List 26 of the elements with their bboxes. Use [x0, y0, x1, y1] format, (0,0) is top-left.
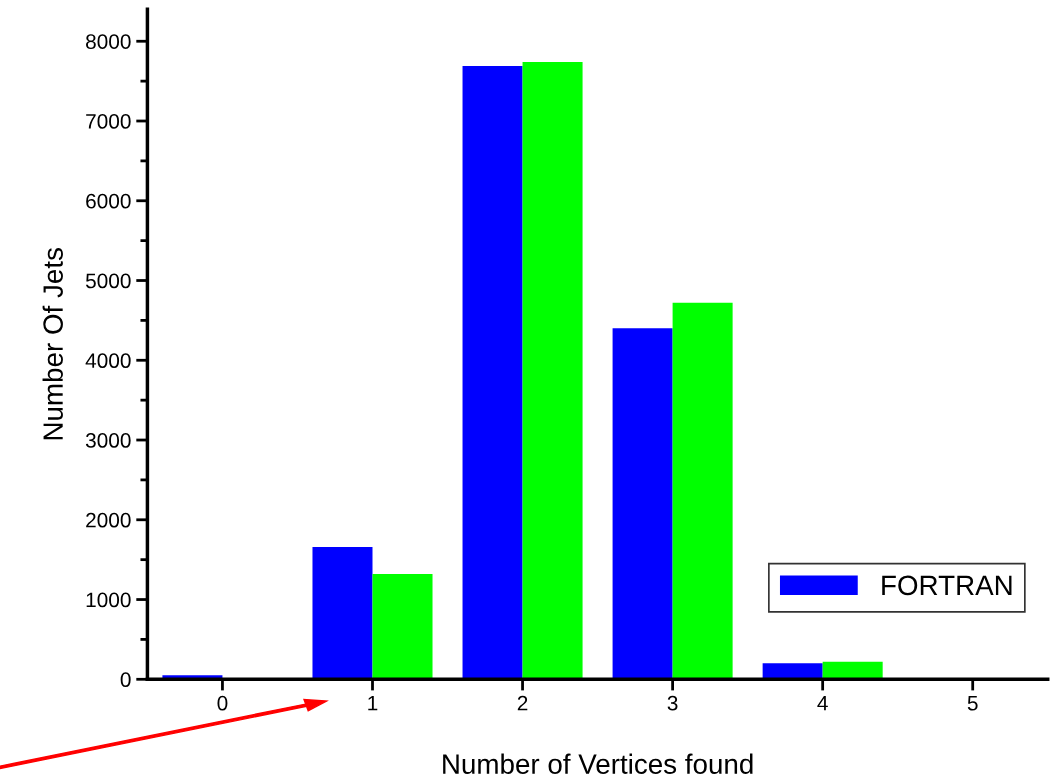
bar — [522, 61, 583, 680]
x-tick-label: 4 — [817, 696, 828, 711]
y-tick-label: 5000 — [85, 273, 131, 289]
x-tick-label: 3 — [667, 695, 678, 711]
bar — [462, 65, 523, 680]
bar — [372, 574, 433, 680]
y-tick-label: 8000 — [86, 34, 131, 49]
y-tick-label: 0 — [120, 672, 131, 688]
x-axis-title: Number of Vertices found — [443, 753, 753, 774]
x-tick-label: 5 — [967, 696, 978, 711]
y-axis-title: Number Of Jets — [42, 248, 63, 440]
legend-label: FORTRAN — [882, 575, 1012, 596]
bar — [762, 663, 823, 680]
bar — [672, 302, 733, 680]
y-tick-label: 2000 — [86, 512, 131, 528]
bar — [312, 546, 373, 680]
y-tick-label: 1000 — [86, 592, 131, 608]
bar — [822, 661, 883, 680]
y-tick-label: 3000 — [85, 433, 131, 448]
y-tick-label: 6000 — [86, 193, 131, 209]
y-tick-label: 7000 — [86, 114, 131, 129]
x-tick-label: 1 — [368, 696, 378, 711]
bar — [612, 328, 673, 680]
x-tick-label: 2 — [517, 695, 528, 711]
x-tick-label: 0 — [217, 695, 228, 711]
y-tick-label: 4000 — [85, 353, 131, 369]
